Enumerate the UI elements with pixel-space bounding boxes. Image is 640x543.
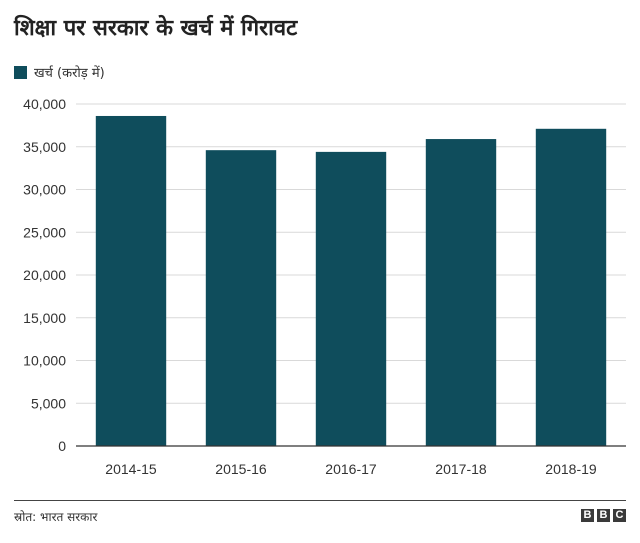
legend: खर्च (करोड़ में) bbox=[14, 63, 105, 81]
y-tick-label: 20,000 bbox=[23, 267, 66, 283]
y-tick-label: 10,000 bbox=[23, 353, 66, 369]
bar bbox=[315, 151, 387, 446]
legend-swatch bbox=[14, 65, 27, 79]
y-tick-label: 35,000 bbox=[23, 139, 66, 155]
y-tick-label: 0 bbox=[58, 438, 66, 454]
bar bbox=[205, 150, 277, 447]
bar-chart: 0 5,000 10,000 15,000 20,000 25,000 30,000 35,0… bbox=[23, 96, 626, 477]
bar bbox=[95, 115, 167, 446]
logo-letter: C bbox=[613, 509, 626, 522]
logo-letter: B bbox=[597, 509, 610, 522]
bbc-logo: B B C bbox=[581, 509, 626, 522]
y-tick-label: 5,000 bbox=[31, 395, 66, 411]
x-tick-label: 2016-17 bbox=[325, 461, 377, 477]
source-note: स्रोत: भारत सरकार bbox=[14, 510, 98, 524]
y-tick-label: 15,000 bbox=[23, 310, 66, 326]
x-tick-label: 2015-16 bbox=[215, 461, 267, 477]
x-tick-label: 2014-15 bbox=[105, 461, 157, 477]
y-tick-label: 40,000 bbox=[23, 96, 66, 112]
chart-title: शिक्षा पर सरकार के खर्च में गिरावट bbox=[14, 16, 298, 41]
bar bbox=[425, 139, 497, 446]
legend-label: खर्च (करोड़ में) bbox=[34, 66, 105, 81]
x-tick-label: 2018-19 bbox=[545, 461, 597, 477]
x-tick-label: 2017-18 bbox=[435, 461, 487, 477]
footer-divider bbox=[14, 500, 626, 501]
bar bbox=[535, 128, 607, 447]
logo-letter: B bbox=[581, 509, 594, 522]
y-tick-label: 30,000 bbox=[23, 182, 66, 198]
y-tick-label: 25,000 bbox=[23, 224, 66, 240]
